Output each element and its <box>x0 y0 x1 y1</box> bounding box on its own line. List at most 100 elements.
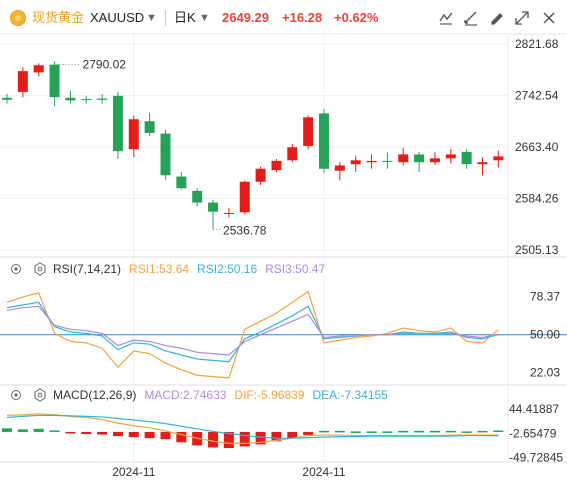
symbol-selector[interactable]: XAUUSD <box>90 10 145 25</box>
macd-bar <box>493 430 504 433</box>
x-tick-label: 2024-11 <box>112 465 155 479</box>
macd-bar <box>382 431 393 433</box>
candle-body <box>97 98 108 100</box>
pen-tool-icon[interactable] <box>488 9 506 27</box>
candle-body <box>334 165 345 171</box>
macd-bar <box>429 430 440 433</box>
macd-title: MACD(12,26,9) <box>53 388 136 402</box>
chevron-down-icon[interactable]: ▼ <box>146 12 157 24</box>
macd-bar <box>2 428 12 432</box>
settings-icon-center <box>37 266 43 272</box>
macd-bar <box>97 431 108 435</box>
candle-body <box>49 64 60 98</box>
macd-bar <box>33 428 44 432</box>
eye-icon <box>11 264 21 274</box>
rsi2-legend: RSI2:50.16 <box>197 262 257 276</box>
macd-bar <box>255 431 266 445</box>
candle-body <box>350 160 361 165</box>
dea-legend: DEA:-7.34155 <box>312 388 388 402</box>
eye-pupil <box>14 393 18 397</box>
macd-bar <box>350 431 361 433</box>
macd-bar <box>334 430 345 433</box>
macd-bar <box>445 430 456 433</box>
high-price-label: 2790.02 <box>83 58 127 72</box>
rsi-title: RSI(7,14,21) <box>53 262 121 276</box>
candle-body <box>2 97 12 100</box>
last-price: 2649.29 <box>222 10 269 25</box>
macd-bar <box>414 430 425 433</box>
rsi-tick-label: 22.03 <box>530 366 560 380</box>
price-tick-label: 2821.68 <box>515 37 559 51</box>
candle-body <box>176 176 187 189</box>
macd-legend: MACD:2.74633 <box>144 388 226 402</box>
rsi-line-rsi1 <box>6 290 499 379</box>
rsi1-legend: RSI1:53.64 <box>129 262 189 276</box>
macd-bar <box>319 430 329 433</box>
settings-icon <box>34 262 46 276</box>
rsi3-legend: RSI3:50.47 <box>265 262 325 276</box>
candle-body <box>65 97 76 101</box>
eye-icon <box>11 390 21 400</box>
rsi-line-rsi2 <box>6 301 499 363</box>
draw-tool-icon[interactable] <box>462 9 480 27</box>
macd-bar <box>223 431 234 449</box>
macd-bar <box>239 431 250 447</box>
crosshair-tool-icon[interactable] <box>437 9 455 27</box>
macd-bar <box>81 431 92 435</box>
macd-tick-label: -2.65479 <box>509 426 557 440</box>
candle-body <box>208 202 219 212</box>
macd-bar <box>160 431 171 440</box>
macd-tick-label: 44.41887 <box>509 402 559 416</box>
price-change: +16.28 <box>282 10 323 25</box>
price-tick-label: 2584.26 <box>515 192 559 206</box>
chart-header: 现货黄金 XAUUSD ▼ 日K ▼ 2649.29 +16.28 +0.62% <box>0 0 567 34</box>
low-price-label: 2536.78 <box>223 223 267 237</box>
candle-body <box>144 121 155 133</box>
candle-body <box>239 181 250 213</box>
period-selector[interactable]: 日K <box>174 10 196 25</box>
candle-body <box>303 117 314 146</box>
candle-body <box>287 147 298 161</box>
macd-bar <box>366 431 377 433</box>
candle-body <box>255 168 266 182</box>
macd-bar <box>65 431 76 434</box>
macd-bar <box>303 431 314 436</box>
x-tick-label: 2024-11 <box>302 465 345 479</box>
candle-body <box>160 133 171 176</box>
settings-icon <box>34 388 46 402</box>
macd-bar <box>17 429 28 432</box>
dif-line <box>6 413 499 444</box>
candle-body <box>192 190 203 203</box>
instrument-name[interactable]: 现货黄金 <box>32 10 85 25</box>
macd-bar <box>144 431 155 439</box>
candle-body <box>461 151 472 165</box>
macd-bar <box>128 431 139 438</box>
rsi-tick-label: 78.37 <box>530 289 560 303</box>
candle-body <box>398 154 409 163</box>
dea-line <box>6 414 499 439</box>
candle-body <box>477 162 488 165</box>
trash-icon[interactable] <box>513 9 531 27</box>
candle-body <box>429 158 440 163</box>
header-divider <box>165 10 166 26</box>
candle-body <box>382 160 393 162</box>
candle-body <box>33 65 44 73</box>
macd-bar <box>287 431 298 439</box>
candle-body <box>112 95 123 152</box>
macd-bar <box>49 430 60 432</box>
dif-legend: DIF:-5.96839 <box>234 388 304 402</box>
macd-bar <box>176 431 187 443</box>
macd-series <box>2 413 504 449</box>
candle-body <box>493 156 504 161</box>
macd-bar <box>398 430 409 433</box>
candle-body <box>445 154 456 159</box>
macd-bar <box>208 431 219 448</box>
fullscreen-icon[interactable] <box>540 9 558 27</box>
candle-body <box>81 99 92 101</box>
rsi-series <box>0 290 567 379</box>
chevron-down-icon[interactable]: ▼ <box>199 12 210 24</box>
price-change-percent: +0.62% <box>334 10 379 25</box>
candle-body <box>366 160 377 163</box>
gold-logo-icon <box>10 10 26 26</box>
